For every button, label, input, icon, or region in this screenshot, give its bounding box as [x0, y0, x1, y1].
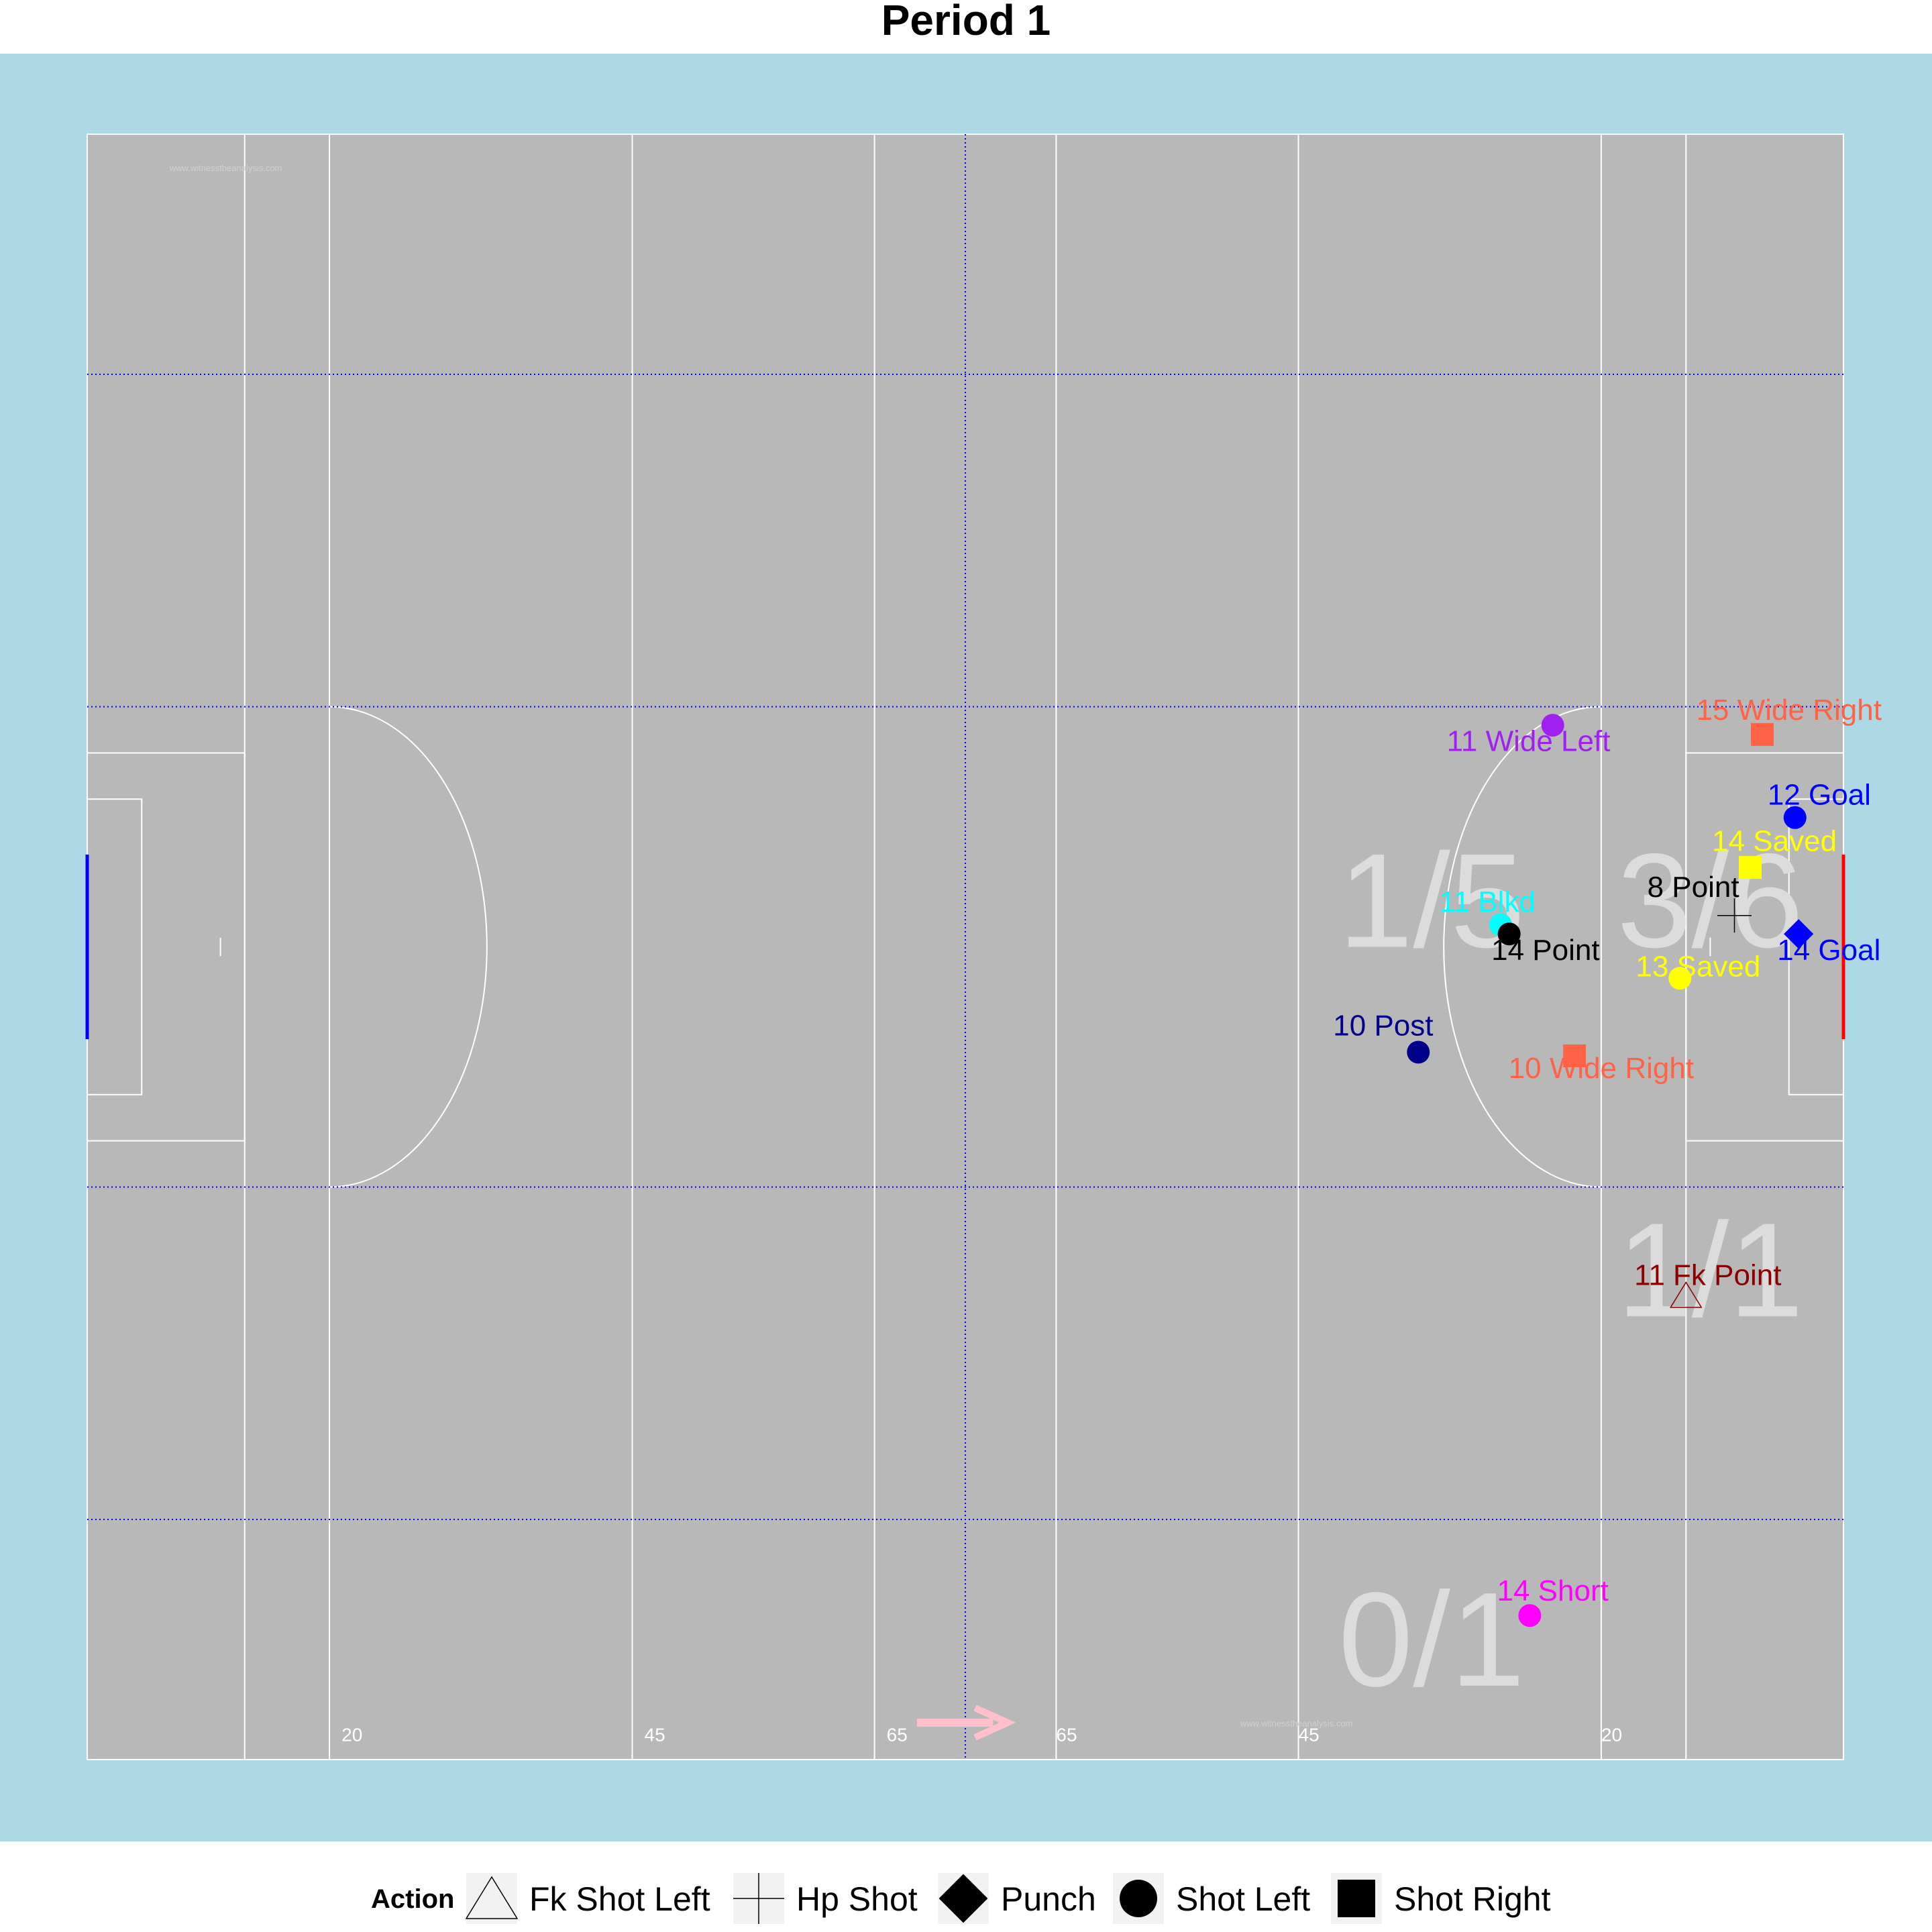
shot-point: [1518, 1604, 1542, 1627]
pitch: 20 45 65 65 45 20 www.witnesstheanalysis.com ww…: [85, 133, 1845, 1760]
shot-point: [1783, 806, 1807, 829]
shot-point: [1563, 1044, 1587, 1067]
shot-label: 12 Goal: [1768, 778, 1871, 811]
zone-stat: 0/1: [1338, 1565, 1525, 1715]
legend: Action Fk Shot Left Hp Shot Punch Shot Left S…: [371, 1873, 1551, 1924]
shot-label: 10 Post: [1333, 1010, 1433, 1042]
shot-point: [1751, 722, 1774, 746]
shot-point: [1784, 919, 1814, 949]
attack-arrow-head: [973, 1705, 1016, 1741]
zone-stat: 1/1: [1617, 1195, 1803, 1345]
shot-label: 15 Wide Right: [1697, 694, 1882, 727]
legend-symbol: [1338, 1880, 1375, 1917]
shot-label: 11 Fk Point: [1634, 1258, 1781, 1291]
shot-labels: 11 Wide Left 15 Wide Right 12 Goal 14 Saved…: [1333, 694, 1882, 1607]
shot-label: 14 Short: [1497, 1574, 1609, 1607]
distance-label: 45: [645, 1724, 665, 1745]
shot-label: 11 Wide Left: [1447, 725, 1611, 758]
zone-stats: 1/5 3/6 1/1 0/1: [1338, 826, 1803, 1715]
legend-symbol: [938, 1874, 988, 1923]
legend-label: Shot Right: [1394, 1880, 1551, 1918]
distance-label: 65: [887, 1724, 908, 1745]
shot-label: 14 Point: [1491, 934, 1599, 967]
right-arc: [1444, 706, 1601, 1188]
legend-label: Shot Left: [1176, 1880, 1310, 1918]
legend-label: Fk Shot Left: [529, 1880, 710, 1918]
legend-label: Punch: [1001, 1880, 1096, 1918]
shot-points: [1407, 714, 1814, 1627]
chart-title: Period 1: [881, 0, 1051, 44]
shot-label: 11 Blkd: [1439, 885, 1536, 918]
shot-label: 14 Goal: [1777, 934, 1880, 967]
distance-label: 20: [341, 1724, 362, 1745]
shot-label: 14 Saved: [1712, 824, 1837, 857]
shot-label: 8 Point: [1648, 871, 1739, 904]
distance-label: 20: [1601, 1724, 1622, 1745]
shot-point: [1717, 898, 1752, 933]
shot-point: [1497, 922, 1521, 946]
legend-label: Hp Shot: [796, 1880, 918, 1918]
legend-symbol: [465, 1876, 519, 1919]
distance-label: 65: [1056, 1724, 1077, 1745]
watermark: www.witnesstheanalysis.com: [1240, 1718, 1353, 1728]
distance-label: 45: [1299, 1724, 1320, 1745]
shot-point: [1668, 967, 1692, 990]
zone-stat: 3/6: [1617, 826, 1803, 976]
shot-point: [1669, 1281, 1703, 1308]
watermark: www.witnesstheanalysis.com: [169, 163, 282, 173]
shot-label: 10 Wide Right: [1509, 1052, 1694, 1085]
shot-point: [1407, 1040, 1430, 1064]
shot-point: [1738, 856, 1762, 879]
shot-point: [1541, 714, 1564, 737]
left-arc: [329, 706, 487, 1188]
zone-stat: 1/5: [1338, 826, 1525, 976]
legend-key: [466, 1873, 517, 1924]
shot-label: 13 Saved: [1635, 951, 1760, 983]
legend-title: Action: [371, 1884, 454, 1914]
legend-symbol: [1120, 1880, 1157, 1917]
